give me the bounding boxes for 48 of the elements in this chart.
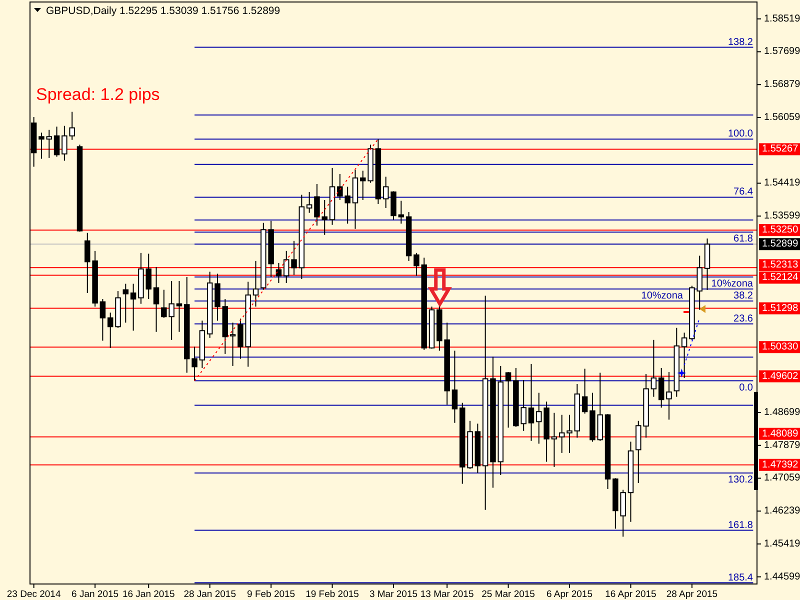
chart-title: GBPUSD,Daily 1.52295 1.53039 1.51756 1.52899 bbox=[46, 5, 280, 17]
x-tick-label: 19 Feb 2015 bbox=[306, 589, 359, 600]
x-tick-label: 16 Apr 2015 bbox=[605, 589, 656, 600]
ref-line-label: 1.52899 bbox=[762, 238, 799, 250]
x-tick-label: 13 Mar 2015 bbox=[420, 589, 474, 600]
ref-line-label: 1.49602 bbox=[762, 370, 799, 382]
x-tick-label: 16 Jan 2015 bbox=[122, 589, 175, 600]
ref-line-label: 1.52124 bbox=[762, 272, 799, 284]
y-tick-label: 1.58519 bbox=[764, 13, 800, 24]
y-tick-label: 1.45419 bbox=[764, 538, 800, 550]
series-label: 38.2 bbox=[734, 290, 754, 302]
x-tick-label: 28 Apr 2015 bbox=[666, 589, 718, 600]
ref-line-label: 1.51298 bbox=[762, 302, 799, 314]
x-tick-label: 23 Dec 2014 bbox=[6, 589, 61, 600]
x-tick-label: 25 Mar 2015 bbox=[482, 589, 535, 600]
series-label: 161.8 bbox=[728, 520, 754, 531]
series-label: 23.6 bbox=[734, 313, 754, 324]
series-label: 61.8 bbox=[734, 234, 754, 245]
series-label: 100.0 bbox=[728, 128, 754, 140]
y-tick-label: 1.56879 bbox=[764, 79, 800, 90]
ref-line-label: 1.50330 bbox=[762, 342, 799, 353]
x-tick-label: 28 Jan 2015 bbox=[184, 589, 236, 600]
ref-line-label: 1.48089 bbox=[762, 428, 799, 440]
series-label: 138.2 bbox=[728, 36, 754, 48]
x-tick-label: 9 Feb 2015 bbox=[247, 589, 296, 600]
series-label: 76.4 bbox=[734, 186, 754, 198]
x-tick-label: 3 Mar 2015 bbox=[369, 589, 418, 600]
y-tick-label: 1.46239 bbox=[764, 506, 800, 517]
ref-line-label: 1.52313 bbox=[762, 260, 799, 271]
y-tick-label: 1.44599 bbox=[764, 571, 800, 582]
y-tick-label: 1.54419 bbox=[764, 178, 800, 189]
x-tick-label: 6 Apr 2015 bbox=[546, 589, 592, 600]
y-tick-label: 1.47879 bbox=[764, 440, 800, 451]
y-tick-label: 1.57699 bbox=[764, 46, 800, 58]
series-label: 10%zona bbox=[641, 290, 684, 302]
x-tick-label: 6 Jan 2015 bbox=[72, 589, 119, 600]
y-tick-label: 1.53599 bbox=[764, 210, 800, 222]
series-label: 0.0 bbox=[739, 382, 754, 394]
series-label: 10%zona bbox=[711, 278, 754, 290]
series-label: 130.2 bbox=[728, 474, 754, 486]
ref-line-label: 1.55267 bbox=[762, 144, 799, 155]
ref-line-label: 1.53250 bbox=[762, 224, 799, 236]
y-tick-label: 1.48699 bbox=[764, 406, 800, 418]
ref-line-label: 1.47392 bbox=[762, 459, 799, 470]
y-tick-label: 1.47059 bbox=[764, 472, 800, 484]
series-label: 185.4 bbox=[728, 572, 754, 584]
y-tick-label: 1.56059 bbox=[764, 112, 800, 123]
annotation: Spread: 1.2 pips bbox=[36, 85, 160, 104]
